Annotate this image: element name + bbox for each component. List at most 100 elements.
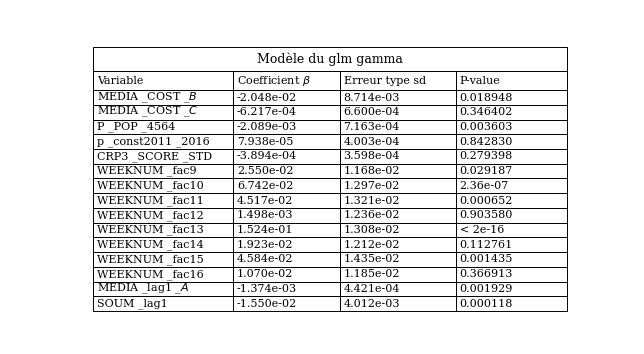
Text: 1.168e-02: 1.168e-02 (343, 166, 400, 176)
Bar (233, 120, 339, 134)
Bar (339, 149, 456, 164)
Text: 2.550e-02: 2.550e-02 (237, 166, 294, 176)
Text: P-value: P-value (460, 76, 500, 86)
Bar (339, 120, 456, 134)
Bar (233, 164, 339, 178)
Text: 4.003e-04: 4.003e-04 (343, 137, 400, 147)
Bar (93, 178, 233, 193)
Bar (93, 208, 233, 223)
Bar (339, 252, 456, 267)
Bar (456, 71, 567, 90)
Text: 0.001929: 0.001929 (460, 284, 513, 294)
Text: SOUM _lag1: SOUM _lag1 (97, 298, 167, 309)
Text: -3.894e-04: -3.894e-04 (237, 152, 297, 161)
Bar (456, 120, 567, 134)
Bar (93, 296, 233, 311)
Bar (456, 252, 567, 267)
Text: -1.550e-02: -1.550e-02 (237, 299, 297, 309)
Bar (93, 47, 567, 71)
Text: WEEKNUM _fac12: WEEKNUM _fac12 (97, 210, 204, 221)
Bar (339, 105, 456, 120)
Bar (233, 149, 339, 164)
Bar (93, 120, 233, 134)
Text: p _const2011 _2016: p _const2011 _2016 (97, 136, 210, 147)
Text: Modèle du glm gamma: Modèle du glm gamma (257, 52, 403, 65)
Text: 0.366913: 0.366913 (460, 269, 513, 279)
Text: 1.308e-02: 1.308e-02 (343, 225, 400, 235)
Bar (339, 267, 456, 281)
Text: 4.584e-02: 4.584e-02 (237, 255, 294, 264)
Bar (339, 193, 456, 208)
Text: MEDIA _lag1 _$A$: MEDIA _lag1 _$A$ (97, 282, 189, 296)
Bar (93, 193, 233, 208)
Text: 1.923e-02: 1.923e-02 (237, 240, 294, 250)
Text: 1.236e-02: 1.236e-02 (343, 210, 400, 220)
Text: -2.089e-03: -2.089e-03 (237, 122, 297, 132)
Bar (456, 281, 567, 296)
Text: 1.297e-02: 1.297e-02 (343, 181, 400, 191)
Text: 0.112761: 0.112761 (460, 240, 513, 250)
Text: 2.36e-07: 2.36e-07 (460, 181, 509, 191)
Bar (339, 238, 456, 252)
Text: 1.212e-02: 1.212e-02 (343, 240, 400, 250)
Text: 8.714e-03: 8.714e-03 (343, 92, 400, 103)
Text: WEEKNUM _fac11: WEEKNUM _fac11 (97, 195, 204, 206)
Bar (93, 223, 233, 238)
Text: WEEKNUM _fac13: WEEKNUM _fac13 (97, 225, 204, 235)
Text: MEDIA _COST _$C$: MEDIA _COST _$C$ (97, 105, 198, 120)
Bar (339, 134, 456, 149)
Bar (233, 178, 339, 193)
Text: Erreur type sd: Erreur type sd (343, 76, 426, 86)
Text: WEEKNUM _fac15: WEEKNUM _fac15 (97, 254, 204, 265)
Bar (233, 223, 339, 238)
Text: Coefficient $\beta$: Coefficient $\beta$ (237, 74, 311, 88)
Text: 1.524e-01: 1.524e-01 (237, 225, 294, 235)
Bar (93, 149, 233, 164)
Text: WEEKNUM _fac10: WEEKNUM _fac10 (97, 181, 204, 191)
Text: -1.374e-03: -1.374e-03 (237, 284, 297, 294)
Bar (339, 208, 456, 223)
Bar (339, 178, 456, 193)
Text: WEEKNUM _fac14: WEEKNUM _fac14 (97, 239, 204, 250)
Text: 4.421e-04: 4.421e-04 (343, 284, 400, 294)
Bar (233, 296, 339, 311)
Text: 1.070e-02: 1.070e-02 (237, 269, 293, 279)
Bar (93, 134, 233, 149)
Text: 6.742e-02: 6.742e-02 (237, 181, 293, 191)
Text: 7.938e-05: 7.938e-05 (237, 137, 293, 147)
Text: 0.018948: 0.018948 (460, 92, 513, 103)
Text: -6.217e-04: -6.217e-04 (237, 107, 297, 117)
Bar (339, 90, 456, 105)
Bar (456, 178, 567, 193)
Bar (93, 90, 233, 105)
Bar (339, 164, 456, 178)
Bar (93, 164, 233, 178)
Bar (456, 193, 567, 208)
Bar (233, 105, 339, 120)
Text: 0.000652: 0.000652 (460, 195, 513, 206)
Bar (93, 71, 233, 90)
Bar (456, 267, 567, 281)
Text: 0.003603: 0.003603 (460, 122, 513, 132)
Text: MEDIA _COST _$B$: MEDIA _COST _$B$ (97, 90, 198, 105)
Text: P _POP _4564: P _POP _4564 (97, 122, 175, 132)
Bar (456, 238, 567, 252)
Text: 0.001435: 0.001435 (460, 255, 513, 264)
Text: 0.903580: 0.903580 (460, 210, 513, 220)
Bar (456, 164, 567, 178)
Text: 0.346402: 0.346402 (460, 107, 513, 117)
Bar (233, 134, 339, 149)
Bar (233, 238, 339, 252)
Bar (339, 71, 456, 90)
Bar (233, 71, 339, 90)
Bar (233, 208, 339, 223)
Bar (93, 281, 233, 296)
Bar (456, 296, 567, 311)
Bar (93, 105, 233, 120)
Text: 0.279398: 0.279398 (460, 152, 513, 161)
Text: Variable: Variable (97, 76, 144, 86)
Text: 1.185e-02: 1.185e-02 (343, 269, 400, 279)
Bar (233, 281, 339, 296)
Text: 1.435e-02: 1.435e-02 (343, 255, 400, 264)
Text: 4.517e-02: 4.517e-02 (237, 195, 293, 206)
